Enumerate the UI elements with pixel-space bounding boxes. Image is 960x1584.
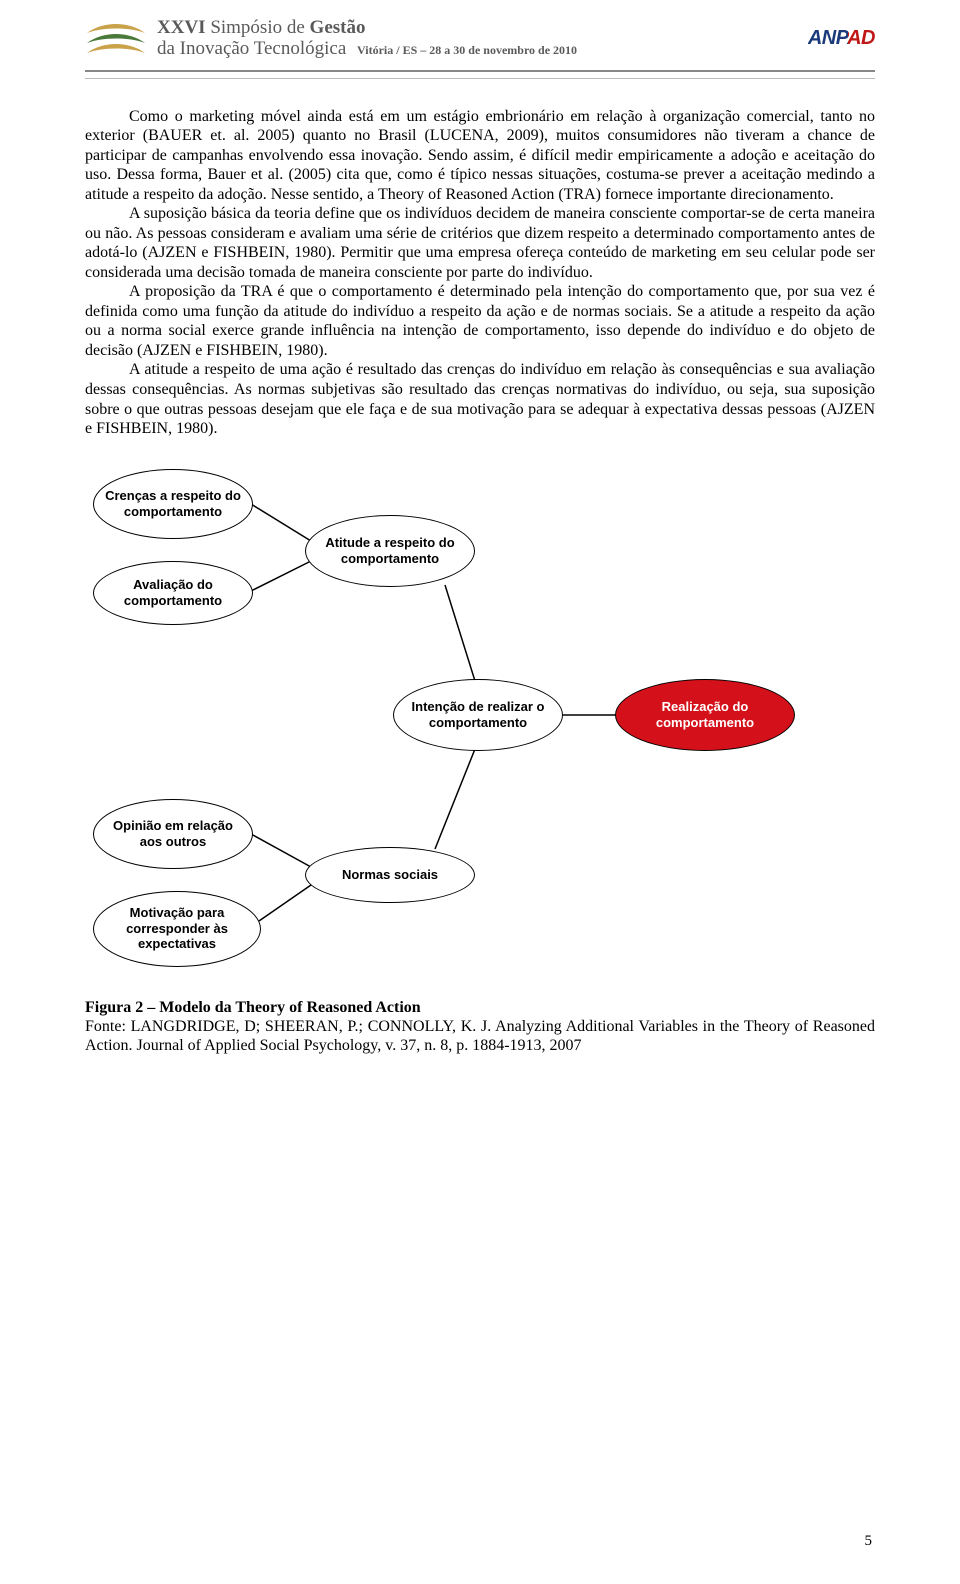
header-left: XXVI Simpósio de Gestão da Inovação Tecn…: [85, 18, 577, 60]
node-social-norms: Normas sociais: [305, 847, 475, 903]
node-beliefs: Crenças a respeito do comportamento: [93, 469, 253, 539]
paragraph-4: A atitude a respeito de uma ação é resul…: [85, 360, 875, 438]
node-attitude: Atitude a respeito do comportamento: [305, 515, 475, 587]
body-text: Como o marketing móvel ainda está em um …: [85, 107, 875, 439]
header-roman: XXVI: [157, 17, 206, 38]
paragraph-1: Como o marketing móvel ainda está em um …: [85, 107, 875, 205]
page-number: 5: [865, 1533, 873, 1550]
header-title-line2: da Inovação Tecnológica Vitória / ES – 2…: [157, 39, 577, 60]
header-divider-thin: [85, 78, 875, 79]
header-right: ANPAD: [808, 27, 875, 50]
paragraph-3: A proposição da TRA é que o comportament…: [85, 282, 875, 360]
figure-source: Fonte: LANGDRIDGE, D; SHEERAN, P.; CONNO…: [85, 1017, 875, 1056]
paragraph-2: A suposição básica da teoria define que …: [85, 204, 875, 282]
header-bold: Gestão: [310, 17, 366, 38]
header-title-line1: XXVI Simpósio de Gestão: [157, 18, 577, 39]
header-title-block: XXVI Simpósio de Gestão da Inovação Tecn…: [157, 18, 577, 60]
header-subtitle: Vitória / ES – 28 a 30 de novembro de 20…: [357, 43, 577, 57]
node-intention: Intenção de realizar o comportamento: [393, 679, 563, 751]
node-motivation: Motivação para corresponder às expectati…: [93, 891, 261, 967]
tra-flowchart: Crenças a respeito do comportamento Aval…: [75, 469, 865, 989]
node-behavior: Realização do comportamento: [615, 679, 795, 751]
node-opinion: Opinião em relação aos outros: [93, 799, 253, 869]
figure-title: Figura 2 – Modelo da Theory of Reasoned …: [85, 999, 875, 1017]
page-header: XXVI Simpósio de Gestão da Inovação Tecn…: [85, 0, 875, 70]
swirl-logo-icon: [85, 19, 147, 59]
figure-caption: Figura 2 – Modelo da Theory of Reasoned …: [85, 999, 875, 1056]
node-evaluation: Avaliação do comportamento: [93, 561, 253, 625]
header-thin: Simpósio de: [210, 17, 304, 38]
anpad-logo-icon: ANPAD: [808, 27, 875, 50]
header-divider: [85, 70, 875, 72]
